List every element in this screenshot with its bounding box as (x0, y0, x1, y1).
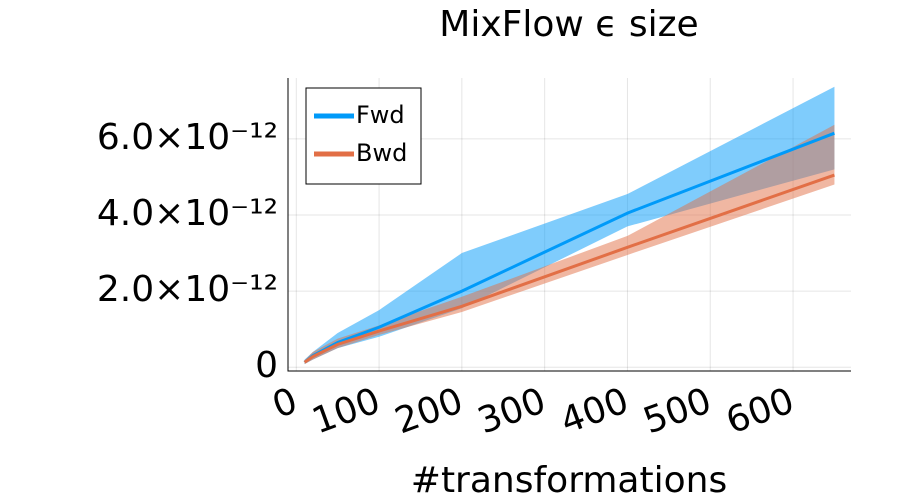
y-tick-label: 0 (255, 345, 278, 386)
legend-label: Bwd (356, 139, 407, 167)
x-tick-label: 300 (473, 380, 552, 442)
y-tick-label: 6.0×10⁻¹² (97, 117, 278, 158)
band (304, 124, 835, 365)
legend-label: Fwd (356, 101, 405, 129)
x-tick-label: 400 (555, 380, 634, 442)
x-axis-label: #transformations (411, 460, 727, 500)
x-tick-label: 600 (721, 380, 800, 442)
x-tick-label: 0 (267, 380, 303, 426)
band (304, 86, 835, 365)
x-tick-label: 100 (307, 380, 386, 442)
chart-title: MixFlow ϵ size (439, 4, 698, 45)
y-tick-label: 4.0×10⁻¹² (97, 193, 278, 234)
x-tick-label: 500 (638, 380, 717, 442)
y-tick-label: 2.0×10⁻¹² (97, 269, 278, 310)
line (303, 173, 835, 364)
x-tick-label: 200 (390, 380, 469, 442)
legend-box (305, 87, 422, 185)
axes (287, 78, 851, 372)
